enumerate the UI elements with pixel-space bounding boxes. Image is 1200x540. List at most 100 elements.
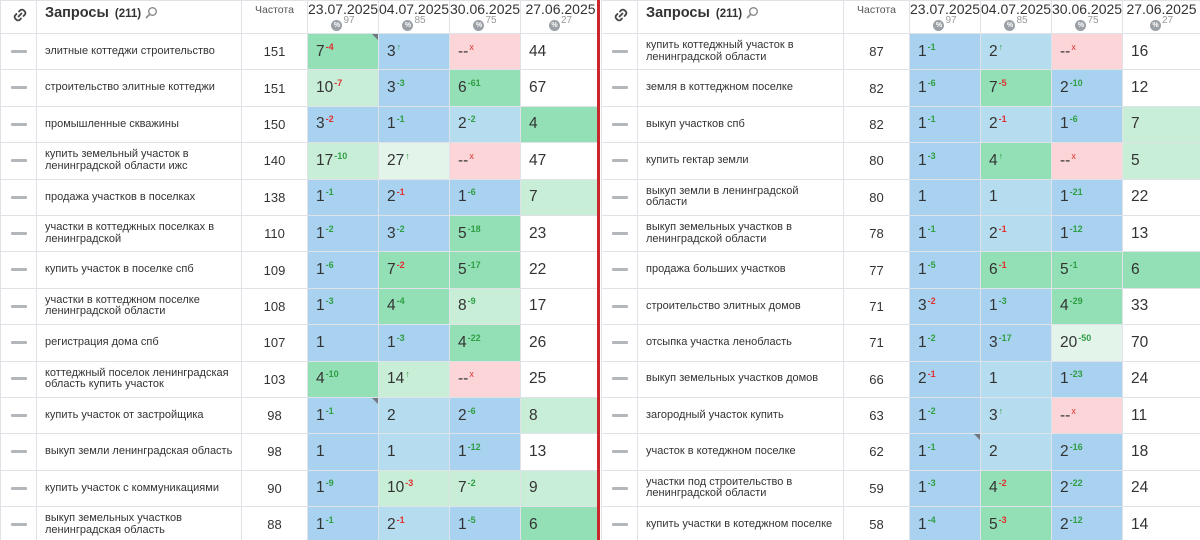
query-cell[interactable]: купить гектар земли (637, 142, 844, 180)
position-cell[interactable]: 3-17 (980, 324, 1052, 362)
frequency-column-header[interactable]: Частота (843, 0, 910, 34)
query-cell[interactable]: регистрация дома спб (36, 324, 242, 362)
drag-handle-icon[interactable] (611, 413, 628, 417)
query-cell[interactable]: купить участки в котеджном поселке (637, 506, 844, 540)
position-cell[interactable]: 2↑ (980, 32, 1052, 71)
position-cell[interactable]: 1-1 (378, 105, 450, 144)
table-row[interactable]: выкуп земельных участков домов 66 2-1 1 1-23… (601, 360, 1200, 398)
row-handle[interactable] (601, 69, 638, 107)
table-row[interactable]: купить участок в поселке спб 109 1-6 7-2 5-1… (0, 251, 597, 289)
position-cell[interactable]: 7-2 (449, 469, 521, 508)
position-cell[interactable]: 12 (1122, 69, 1200, 107)
query-cell[interactable]: строительство элитных домов (637, 287, 844, 326)
query-cell[interactable]: купить участок в поселке спб (36, 251, 242, 289)
drag-handle-icon[interactable] (611, 341, 628, 345)
position-cell[interactable]: 7 (520, 178, 597, 216)
table-row[interactable]: участки в коттеджных поселках в ленингра… (0, 214, 597, 253)
date-column-header[interactable]: 04.07.2025% 85 (980, 0, 1052, 34)
position-cell[interactable]: 4-2 (980, 469, 1052, 508)
frequency-column-header[interactable]: Частота (241, 0, 308, 34)
position-cell[interactable]: 67 (520, 69, 597, 107)
position-cell[interactable]: 1 (307, 433, 379, 471)
table-row[interactable]: купить участок с коммуникациями 90 1-9 10-3… (0, 469, 597, 508)
row-handle[interactable] (0, 69, 37, 107)
table-row[interactable]: купить участок от застройщика 98 1-1 2 2-6 8 (0, 396, 597, 435)
drag-handle-icon[interactable] (10, 159, 27, 163)
row-handle[interactable] (601, 214, 638, 253)
date-column-header[interactable]: 04.07.2025% 85 (378, 0, 450, 34)
drag-handle-icon[interactable] (611, 86, 628, 90)
link-column-header[interactable] (0, 0, 37, 34)
row-handle[interactable] (0, 506, 37, 540)
position-cell[interactable]: 8-9 (449, 287, 521, 326)
position-cell[interactable]: 1-6 (307, 251, 379, 289)
position-cell[interactable]: 7-5 (980, 69, 1052, 107)
drag-handle-icon[interactable] (10, 450, 27, 454)
position-cell[interactable]: 5-3 (980, 506, 1052, 540)
position-cell[interactable]: 10-7 (307, 69, 379, 107)
row-handle[interactable] (601, 178, 638, 216)
drag-handle-icon[interactable] (611, 304, 628, 308)
query-cell[interactable]: выкуп земли ленинградская область (36, 433, 242, 471)
position-cell[interactable]: 1-1 (307, 506, 379, 540)
position-cell[interactable]: 3-2 (378, 214, 450, 253)
link-column-header[interactable] (601, 0, 638, 34)
position-cell[interactable]: 1-23 (1051, 360, 1123, 398)
row-handle[interactable] (601, 360, 638, 398)
query-cell[interactable]: отсыпка участка ленобласть (637, 324, 844, 362)
drag-handle-icon[interactable] (10, 122, 27, 126)
drag-handle-icon[interactable] (611, 231, 628, 235)
position-cell[interactable]: 2-22 (1051, 469, 1123, 508)
position-cell[interactable]: 4-4 (378, 287, 450, 326)
table-row[interactable]: купить коттеджный участок в ленинградско… (601, 32, 1200, 71)
position-cell[interactable]: 1-6 (1051, 105, 1123, 144)
query-cell[interactable]: купить коттеджный участок в ленинградско… (637, 32, 844, 71)
position-cell[interactable]: 6-1 (980, 251, 1052, 289)
position-cell[interactable]: --x (1051, 396, 1123, 435)
query-cell[interactable]: выкуп участков спб (637, 105, 844, 144)
drag-handle-icon[interactable] (10, 304, 27, 308)
table-row[interactable]: коттеджный поселок ленинградская область… (0, 360, 597, 398)
query-cell[interactable]: выкуп земельных участков домов (637, 360, 844, 398)
query-cell[interactable]: продажа больших участков (637, 251, 844, 289)
table-row[interactable]: строительство элитные коттеджи 151 10-7 3-3… (0, 69, 597, 107)
position-cell[interactable]: 2-1 (378, 178, 450, 216)
position-cell[interactable]: 1-5 (449, 506, 521, 540)
row-handle[interactable] (0, 32, 37, 71)
position-cell[interactable]: 17-10 (307, 142, 379, 180)
drag-handle-icon[interactable] (10, 231, 27, 235)
position-cell[interactable]: 3-2 (909, 287, 981, 326)
drag-handle-icon[interactable] (611, 195, 628, 199)
position-cell[interactable]: 25 (520, 360, 597, 398)
position-cell[interactable]: 70 (1122, 324, 1200, 362)
position-cell[interactable]: 1-12 (1051, 214, 1123, 253)
position-cell[interactable]: 5-17 (449, 251, 521, 289)
position-cell[interactable]: 3-2 (307, 105, 379, 144)
row-handle[interactable] (601, 433, 638, 471)
search-icon[interactable] (145, 6, 158, 19)
query-cell[interactable]: участки в коттеджном поселке ленинградск… (36, 287, 242, 326)
position-cell[interactable]: 1-21 (1051, 178, 1123, 216)
table-row[interactable]: строительство элитных домов 71 3-2 1-3 4-29 3… (601, 287, 1200, 326)
position-cell[interactable]: 1-2 (909, 396, 981, 435)
date-column-header[interactable]: 23.07.2025% 97 (307, 0, 379, 34)
position-cell[interactable]: 1-6 (449, 178, 521, 216)
row-handle[interactable] (0, 433, 37, 471)
position-cell[interactable]: 7-4 (307, 32, 379, 71)
drag-handle-icon[interactable] (10, 268, 27, 272)
drag-handle-icon[interactable] (10, 86, 27, 90)
position-cell[interactable]: 2-1 (980, 105, 1052, 144)
row-handle[interactable] (0, 142, 37, 180)
position-cell[interactable]: 10-3 (378, 469, 450, 508)
position-cell[interactable]: --x (1051, 32, 1123, 71)
drag-handle-icon[interactable] (10, 341, 27, 345)
position-cell[interactable]: 1 (909, 178, 981, 216)
position-cell[interactable]: 1-3 (378, 324, 450, 362)
table-row[interactable]: купить земельный участок в ленинградской… (0, 142, 597, 180)
row-handle[interactable] (601, 506, 638, 540)
position-cell[interactable]: 20-50 (1051, 324, 1123, 362)
position-cell[interactable]: 22 (520, 251, 597, 289)
date-column-header[interactable]: 30.06.2025% 75 (449, 0, 521, 34)
position-cell[interactable]: 16 (1122, 32, 1200, 71)
date-column-header[interactable]: 23.07.2025% 97 (909, 0, 981, 34)
